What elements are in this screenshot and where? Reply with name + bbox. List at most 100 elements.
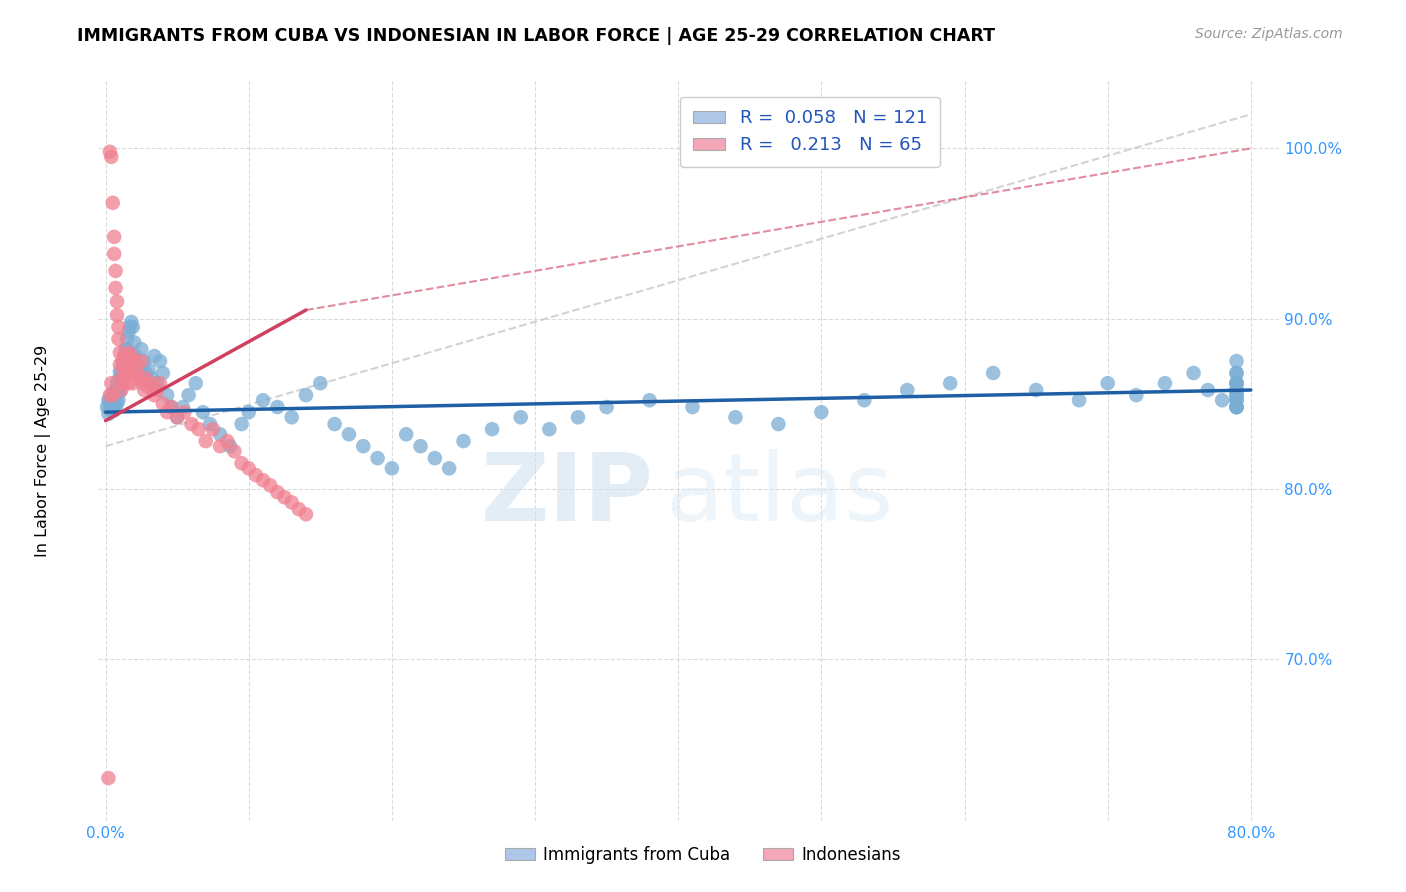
Point bbox=[108, 358, 131, 372]
Legend: Immigrants from Cuba, Indonesians: Immigrants from Cuba, Indonesians bbox=[498, 839, 908, 871]
Point bbox=[245, 468, 267, 483]
Point bbox=[98, 388, 121, 402]
Point bbox=[1225, 376, 1247, 391]
Point bbox=[323, 417, 346, 431]
Point bbox=[134, 354, 156, 368]
Point bbox=[1225, 376, 1247, 391]
Point bbox=[131, 354, 153, 368]
Point bbox=[128, 371, 150, 385]
Point bbox=[103, 397, 125, 411]
Point bbox=[156, 405, 179, 419]
Point bbox=[1197, 383, 1219, 397]
Point bbox=[143, 388, 166, 402]
Point bbox=[100, 150, 122, 164]
Point bbox=[114, 362, 136, 376]
Point bbox=[105, 294, 128, 309]
Point bbox=[104, 400, 127, 414]
Point bbox=[97, 407, 120, 421]
Point bbox=[112, 349, 135, 363]
Point bbox=[146, 383, 169, 397]
Point bbox=[453, 434, 475, 449]
Point bbox=[638, 393, 661, 408]
Point bbox=[1225, 388, 1247, 402]
Point bbox=[105, 386, 128, 401]
Point bbox=[104, 281, 127, 295]
Point bbox=[149, 376, 172, 391]
Point bbox=[98, 397, 121, 411]
Point bbox=[108, 384, 131, 399]
Point bbox=[280, 495, 302, 509]
Point bbox=[423, 451, 446, 466]
Point bbox=[111, 354, 134, 368]
Point bbox=[1097, 376, 1119, 391]
Point bbox=[853, 393, 876, 408]
Point bbox=[194, 434, 217, 449]
Point bbox=[100, 376, 122, 391]
Point bbox=[98, 145, 121, 159]
Point bbox=[567, 410, 589, 425]
Point bbox=[141, 376, 163, 391]
Point bbox=[1182, 366, 1205, 380]
Point bbox=[135, 371, 157, 385]
Point bbox=[118, 354, 141, 368]
Point bbox=[166, 410, 188, 425]
Point bbox=[395, 427, 418, 442]
Point bbox=[184, 376, 207, 391]
Point bbox=[101, 386, 124, 401]
Point bbox=[98, 401, 121, 416]
Point bbox=[110, 376, 132, 391]
Point bbox=[288, 502, 311, 516]
Point bbox=[103, 403, 125, 417]
Point bbox=[1225, 366, 1247, 380]
Point bbox=[1067, 393, 1090, 408]
Point bbox=[201, 422, 224, 436]
Point bbox=[120, 315, 142, 329]
Point bbox=[125, 359, 148, 374]
Point bbox=[104, 383, 127, 397]
Point bbox=[172, 400, 194, 414]
Point bbox=[337, 427, 360, 442]
Point bbox=[103, 247, 125, 261]
Point bbox=[110, 366, 132, 380]
Point bbox=[217, 434, 239, 449]
Point bbox=[124, 349, 146, 363]
Point bbox=[112, 359, 135, 374]
Point bbox=[682, 400, 704, 414]
Point bbox=[152, 366, 174, 380]
Point bbox=[101, 388, 124, 402]
Point bbox=[266, 400, 288, 414]
Point bbox=[107, 332, 129, 346]
Point bbox=[209, 439, 232, 453]
Point bbox=[1125, 388, 1147, 402]
Point bbox=[896, 383, 918, 397]
Point bbox=[198, 417, 221, 431]
Point bbox=[939, 376, 962, 391]
Point bbox=[152, 397, 174, 411]
Point bbox=[187, 422, 209, 436]
Point bbox=[115, 342, 138, 356]
Point bbox=[117, 376, 139, 391]
Point bbox=[724, 410, 747, 425]
Point bbox=[231, 456, 253, 470]
Point bbox=[1211, 393, 1233, 408]
Point bbox=[1225, 388, 1247, 402]
Point bbox=[118, 320, 141, 334]
Point bbox=[121, 320, 143, 334]
Point bbox=[1154, 376, 1177, 391]
Point bbox=[111, 364, 134, 378]
Point bbox=[280, 410, 302, 425]
Point bbox=[125, 359, 148, 374]
Text: ZIP: ZIP bbox=[481, 449, 654, 541]
Point bbox=[112, 349, 135, 363]
Point bbox=[115, 332, 138, 346]
Point bbox=[138, 379, 160, 393]
Point bbox=[1225, 400, 1247, 414]
Point bbox=[108, 364, 131, 378]
Point bbox=[105, 397, 128, 411]
Point bbox=[160, 400, 183, 414]
Point bbox=[111, 376, 134, 391]
Point bbox=[100, 390, 122, 404]
Point bbox=[110, 383, 132, 397]
Point bbox=[595, 400, 617, 414]
Point bbox=[1225, 400, 1247, 414]
